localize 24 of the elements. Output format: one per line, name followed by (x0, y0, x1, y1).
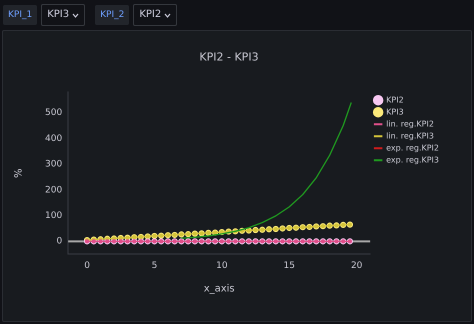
legend-label: KPI2 (386, 95, 404, 104)
text: KPI2 (139, 8, 162, 22)
x-tick-label: 0 (84, 260, 90, 271)
legend-label: lin. reg.KPI2 (386, 119, 434, 128)
y-axis-title: % (14, 168, 25, 178)
x-tick-label: 15 (284, 260, 295, 271)
x-axis-title: x_axis (204, 284, 235, 295)
chart-title: KPI2 - KPI3 (199, 50, 259, 64)
text: KPI3 (47, 8, 70, 22)
text: KPI_1 (8, 10, 32, 20)
x-tick-label: 5 (152, 260, 158, 271)
legend-label: KPI3 (386, 107, 404, 116)
x-tick-label: 20 (350, 260, 363, 271)
legend-label: exp. reg.KPI3 (386, 155, 440, 164)
legend-label: exp. reg.KPI2 (386, 143, 440, 152)
x-tick-label: 10 (216, 260, 228, 271)
y-tick-label: 300 (44, 160, 62, 170)
y-tick-label: 500 (44, 108, 62, 118)
y-tick-label: 200 (44, 185, 62, 196)
y-tick-label: 400 (44, 134, 62, 144)
text: KPI_2 (100, 10, 124, 20)
legend-label: lin. reg.KPI3 (386, 131, 434, 140)
y-tick-label: 0 (56, 236, 62, 247)
y-tick-label: 100 (44, 210, 62, 221)
